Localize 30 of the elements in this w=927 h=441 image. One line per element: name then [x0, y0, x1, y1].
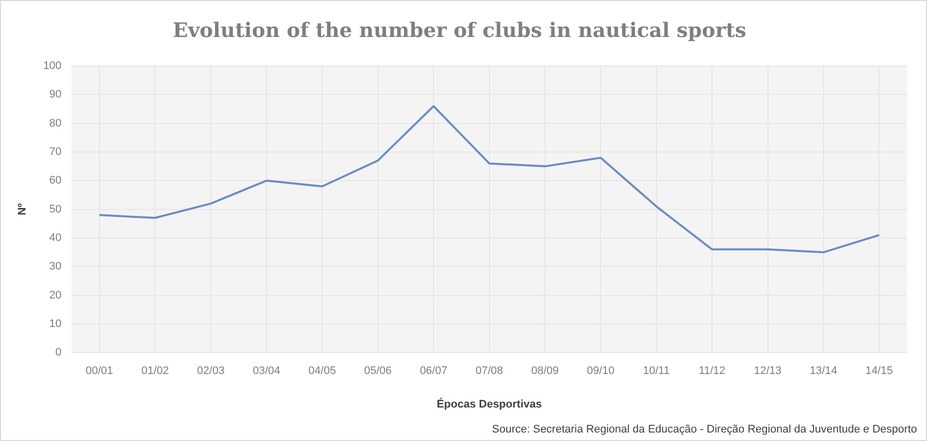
- y-tick-label: 30: [49, 260, 62, 273]
- x-tick-label: 11/12: [698, 365, 726, 378]
- y-axis-title: Nº: [16, 203, 29, 216]
- x-tick-label: 14/15: [865, 365, 893, 378]
- x-tick-label: 13/14: [810, 365, 838, 378]
- x-tick-label: 07/08: [476, 365, 504, 378]
- x-tick-label: 06/07: [420, 365, 448, 378]
- x-tick-label: 05/06: [364, 365, 392, 378]
- x-tick-label: 00/01: [86, 365, 114, 378]
- chart-title: Evolution of the number of clubs in nautical sports: [172, 18, 746, 42]
- y-tick-label: 50: [49, 203, 62, 216]
- y-tick-label: 60: [49, 174, 62, 187]
- x-tick-label: 03/04: [252, 365, 280, 378]
- y-tick-label: 0: [55, 346, 62, 359]
- y-tick-label: 40: [49, 232, 62, 244]
- x-tick-label: 08/09: [531, 365, 559, 378]
- x-axis-title: Épocas Desportivas: [436, 397, 542, 410]
- x-tick-label: 12/13: [754, 365, 782, 378]
- x-tick-label: 02/03: [197, 365, 225, 378]
- y-tick-label: 80: [49, 117, 62, 130]
- x-tick-label: 01/02: [141, 365, 169, 378]
- y-tick-label: 90: [49, 88, 62, 101]
- x-tick-label: 04/05: [308, 365, 336, 378]
- x-tick-label: 10/11: [643, 365, 670, 378]
- y-tick-label: 20: [49, 289, 62, 302]
- x-tick-label: 09/10: [586, 365, 614, 378]
- source-note: Source: Secretaria Regional da Educação - Direção Regional da Juventude e Desporto: [492, 424, 917, 436]
- y-tick-label: 10: [49, 318, 62, 330]
- y-tick-label: 70: [49, 146, 62, 158]
- y-tick-label: 100: [43, 60, 62, 72]
